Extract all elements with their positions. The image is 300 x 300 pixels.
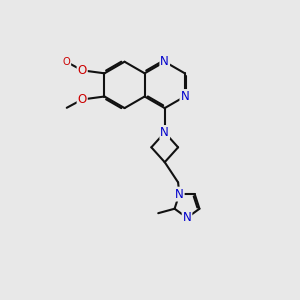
Text: O: O: [78, 64, 87, 77]
Text: O: O: [63, 57, 70, 67]
Text: N: N: [183, 211, 191, 224]
Text: O: O: [78, 93, 87, 106]
Text: N: N: [160, 55, 169, 68]
Text: N: N: [160, 126, 169, 139]
Text: N: N: [175, 188, 184, 201]
Text: N: N: [180, 90, 189, 103]
